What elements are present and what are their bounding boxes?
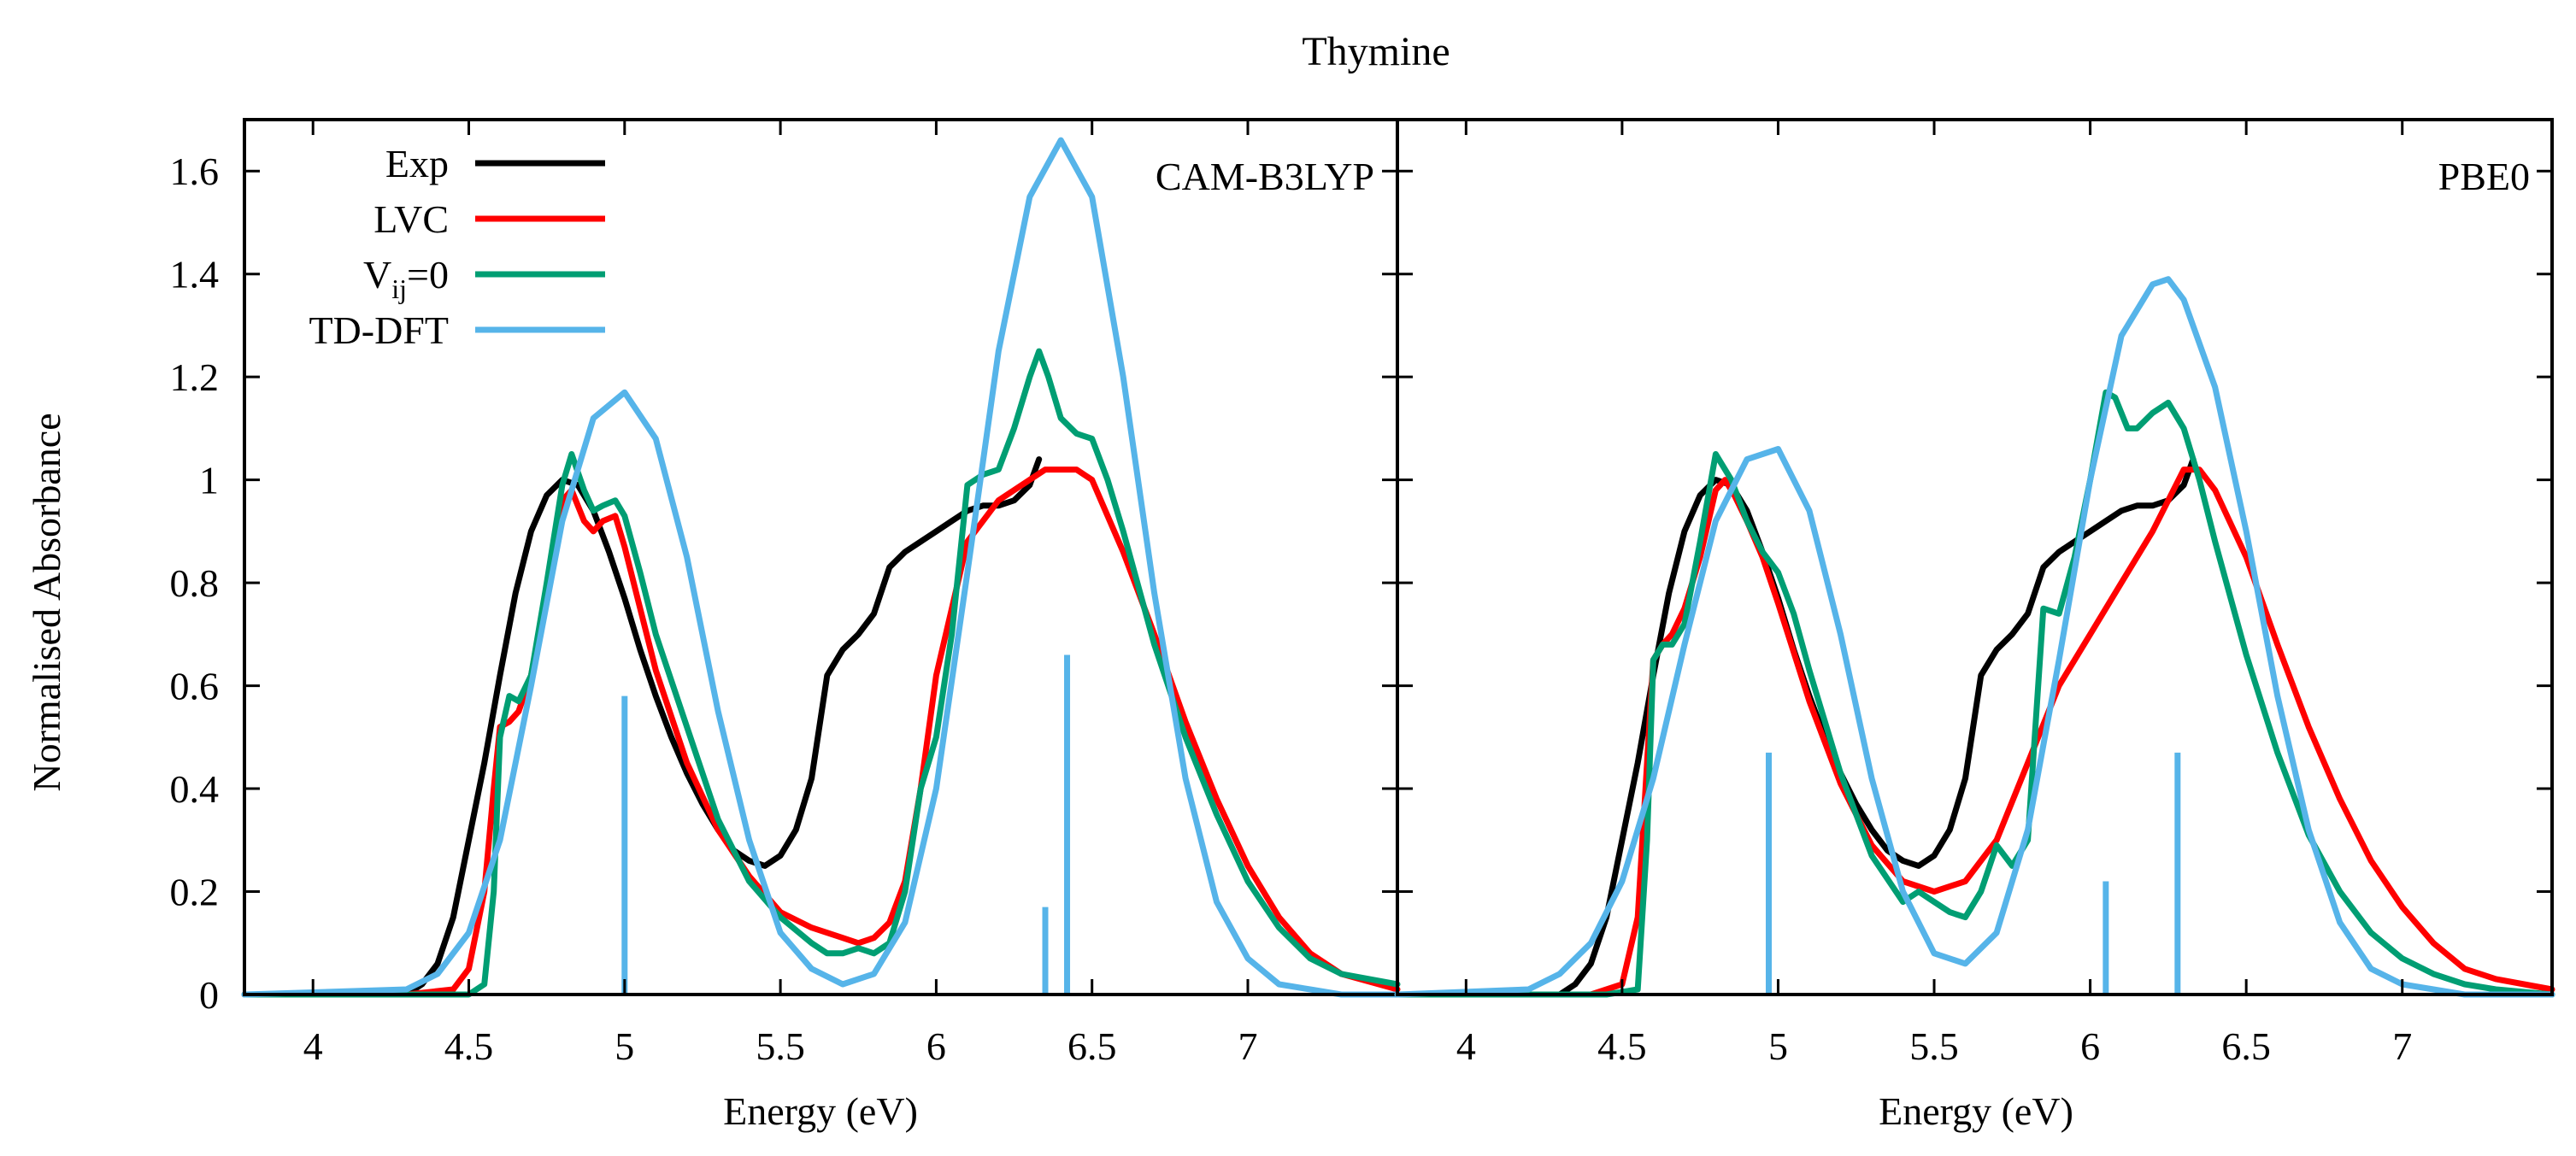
y-tick-label: 1.2	[170, 355, 220, 399]
legend-item-td-dft: TD-DFT	[309, 308, 605, 352]
y-tick-label: 0.6	[170, 665, 220, 708]
series-line-v-ij-0	[1394, 389, 2555, 998]
sticks-group	[1766, 752, 2181, 995]
x-tick-label: 5.5	[756, 1024, 805, 1068]
y-tick-label: 1.6	[170, 150, 220, 193]
legend-item-vij0: Vij=0	[363, 253, 605, 304]
plot-frame	[1396, 118, 2554, 996]
x-tick-label: 4.5	[1597, 1024, 1647, 1068]
plot-frame	[243, 118, 1399, 996]
sticks-group	[621, 654, 1071, 995]
panel-label: CAM-B3LYP	[1156, 155, 1374, 198]
series-line-exp	[1556, 456, 2197, 998]
legend: Exp LVC Vij=0 TD-DFT	[309, 142, 605, 352]
series-line-lvc	[1394, 467, 2555, 998]
series-line-v-ij-0	[241, 348, 1401, 998]
x-tick-label: 4	[1456, 1024, 1476, 1068]
y-tick-label: 1.4	[170, 253, 220, 296]
legend-item-exp: Exp	[385, 142, 605, 185]
curves-group	[1394, 276, 2555, 998]
y-axis-label: Normalised Absorbance	[25, 413, 68, 791]
series-line-td-dft	[1394, 276, 2555, 998]
x-tick-label: 6	[926, 1024, 946, 1068]
panel-cam-b3lyp: 4 4.5 5 5.5 6 6.5 7 0 0.2 0.4 0.6 0.8 1 1.2 1.4 1.6 CAM…	[170, 118, 1401, 1133]
panel-label: PBE0	[2438, 155, 2530, 198]
x-tick-label: 5	[1768, 1024, 1788, 1068]
x-axis-label: Energy (eV)	[723, 1089, 918, 1133]
x-tick-label: 7	[2392, 1024, 2412, 1068]
series-line-td-dft	[241, 137, 1401, 998]
legend-label: TD-DFT	[309, 308, 449, 352]
legend-label: Vij=0	[363, 253, 449, 304]
y-tick-label: 0.2	[170, 871, 220, 914]
axes-group: 4 4.5 5 5.5 6 6.5 7	[1396, 118, 2554, 1068]
x-tick-label: 5	[615, 1024, 634, 1068]
panel-pbe0: 4 4.5 5 5.5 6 6.5 7 PBE0 Energy (eV)	[1394, 118, 2555, 1133]
x-tick-label: 4.5	[444, 1024, 494, 1068]
x-tick-label: 6.5	[1067, 1024, 1117, 1068]
y-tick-label: 0.4	[170, 767, 220, 811]
x-tick-label: 6.5	[2221, 1024, 2271, 1068]
x-tick-label: 5.5	[1909, 1024, 1959, 1068]
x-tick-label: 4	[303, 1024, 323, 1068]
x-tick-label: 7	[1238, 1024, 1257, 1068]
legend-item-lvc: LVC	[373, 197, 605, 241]
series-line-lvc	[241, 467, 1401, 998]
curves-group	[241, 137, 1401, 998]
figure-title: Thymine	[1302, 29, 1450, 74]
x-tick-label: 6	[2080, 1024, 2100, 1068]
legend-label: LVC	[373, 197, 449, 241]
x-axis-label: Energy (eV)	[1879, 1089, 2073, 1133]
y-tick-label: 0.8	[170, 561, 220, 605]
y-tick-label: 0	[199, 973, 219, 1017]
axes-group: 4 4.5 5 5.5 6 6.5 7 0 0.2 0.4 0.6 0.8 1 1.2 1.4 1.6	[170, 118, 1399, 1068]
legend-label: Exp	[385, 142, 449, 185]
y-tick-label: 1	[199, 459, 219, 502]
